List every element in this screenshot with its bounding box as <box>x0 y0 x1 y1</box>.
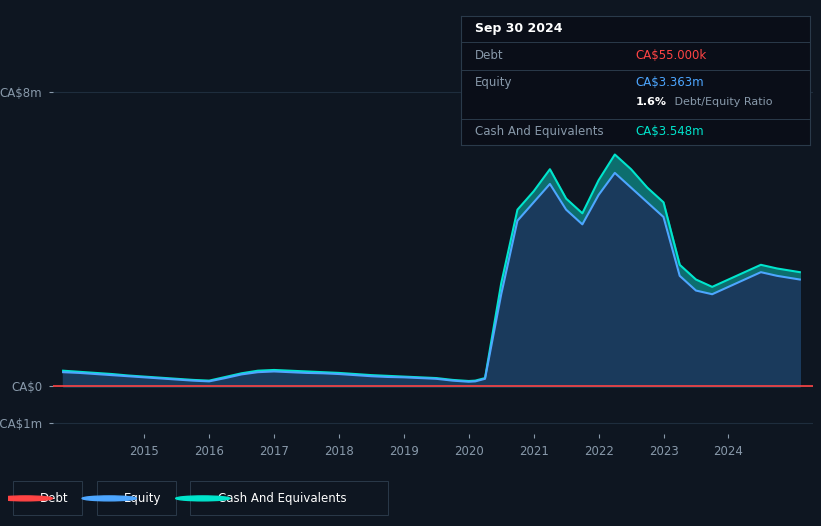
Text: Equity: Equity <box>475 76 513 89</box>
FancyBboxPatch shape <box>13 481 82 515</box>
Text: CA$3.548m: CA$3.548m <box>636 125 704 138</box>
Text: Cash And Equivalents: Cash And Equivalents <box>475 125 604 138</box>
Circle shape <box>0 496 53 501</box>
Text: Sep 30 2024: Sep 30 2024 <box>475 22 563 35</box>
Text: Equity: Equity <box>124 492 162 505</box>
Circle shape <box>176 496 230 501</box>
Text: 1.6%: 1.6% <box>636 97 667 107</box>
Circle shape <box>82 496 136 501</box>
Text: Debt: Debt <box>40 492 69 505</box>
Text: Cash And Equivalents: Cash And Equivalents <box>218 492 346 505</box>
Text: Debt/Equity Ratio: Debt/Equity Ratio <box>671 97 773 107</box>
Text: CA$55.000k: CA$55.000k <box>636 49 707 62</box>
FancyBboxPatch shape <box>97 481 176 515</box>
Text: CA$3.363m: CA$3.363m <box>636 76 704 89</box>
FancyBboxPatch shape <box>190 481 388 515</box>
Text: Debt: Debt <box>475 49 504 62</box>
